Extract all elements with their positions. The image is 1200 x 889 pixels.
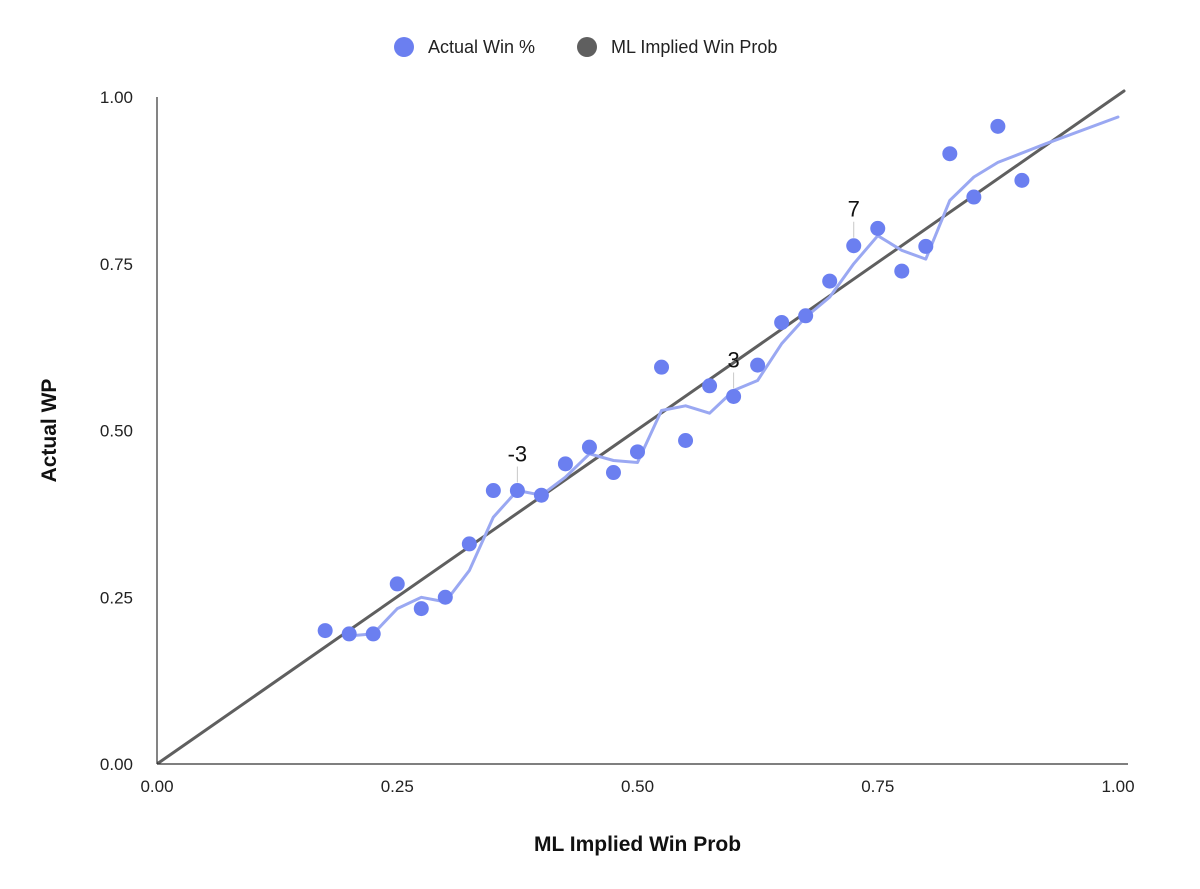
plot-area: -3 3 7 — [157, 89, 1126, 764]
actual-win-point — [798, 308, 814, 324]
x-tick-label: 0.25 — [381, 777, 414, 796]
actual-win-point — [942, 146, 958, 162]
actual-win-point — [461, 536, 477, 552]
actual-win-point — [365, 626, 381, 642]
annotation-label: -3 — [508, 442, 528, 467]
actual-win-point — [317, 623, 333, 639]
y-tick-label: 0.00 — [100, 755, 133, 774]
annotations: -3 3 7 — [508, 197, 860, 467]
actual-win-point — [654, 359, 670, 375]
ml-implied-series — [157, 89, 1126, 764]
actual-win-point — [1014, 172, 1030, 188]
actual-win-point — [485, 483, 501, 499]
actual-win-point — [702, 378, 718, 394]
actual-win-point — [509, 483, 525, 499]
y-tick-label: 0.75 — [100, 255, 133, 274]
x-axis-title: ML Implied Win Prob — [534, 833, 741, 856]
actual-win-point — [726, 388, 742, 404]
annotation-leaders — [516, 221, 855, 483]
legend-swatch — [577, 37, 597, 57]
actual-win-point — [605, 465, 621, 481]
actual-win-point — [678, 433, 694, 449]
legend: Actual Win % ML Implied Win Prob — [394, 37, 777, 57]
actual-win-point — [774, 314, 790, 330]
axis-titles: ML Implied Win Prob Actual WP — [38, 379, 741, 856]
actual-win-points — [317, 118, 1030, 642]
actual-win-point — [341, 626, 357, 642]
axes: 0.00 0.25 0.50 0.75 1.00 0.00 0.25 0.50 0.75 1.00 — [100, 88, 1135, 796]
actual-win-point — [389, 576, 405, 592]
legend-label: Actual Win % — [428, 37, 535, 57]
actual-win-point — [437, 589, 453, 605]
legend-swatch — [394, 37, 414, 57]
actual-win-point — [630, 444, 645, 460]
actual-win-point — [894, 263, 910, 279]
actual-win-point — [966, 189, 982, 205]
ml-implied-line — [157, 89, 1126, 764]
x-tick-label: 1.00 — [1101, 777, 1134, 796]
actual-win-point — [846, 238, 862, 254]
x-tick-label: 0.00 — [140, 777, 173, 796]
y-tick-label: 1.00 — [100, 88, 133, 107]
y-axis-title: Actual WP — [38, 379, 61, 483]
x-tick-label: 0.75 — [861, 777, 894, 796]
actual-win-point — [918, 238, 934, 254]
annotation-label: 3 — [727, 347, 739, 372]
x-tick-label: 0.50 — [621, 777, 654, 796]
actual-win-point — [581, 439, 597, 455]
actual-win-point — [750, 357, 766, 373]
legend-label: ML Implied Win Prob — [611, 37, 777, 57]
y-tick-label: 0.25 — [100, 588, 133, 607]
actual-win-point — [822, 273, 838, 289]
actual-win-point — [870, 220, 886, 236]
actual-win-point — [990, 118, 1006, 134]
y-tick-label: 0.50 — [100, 422, 133, 441]
actual-win-point — [533, 487, 549, 503]
annotation-label: 7 — [848, 197, 860, 222]
actual-win-point — [557, 456, 573, 472]
actual-win-point — [413, 601, 429, 617]
